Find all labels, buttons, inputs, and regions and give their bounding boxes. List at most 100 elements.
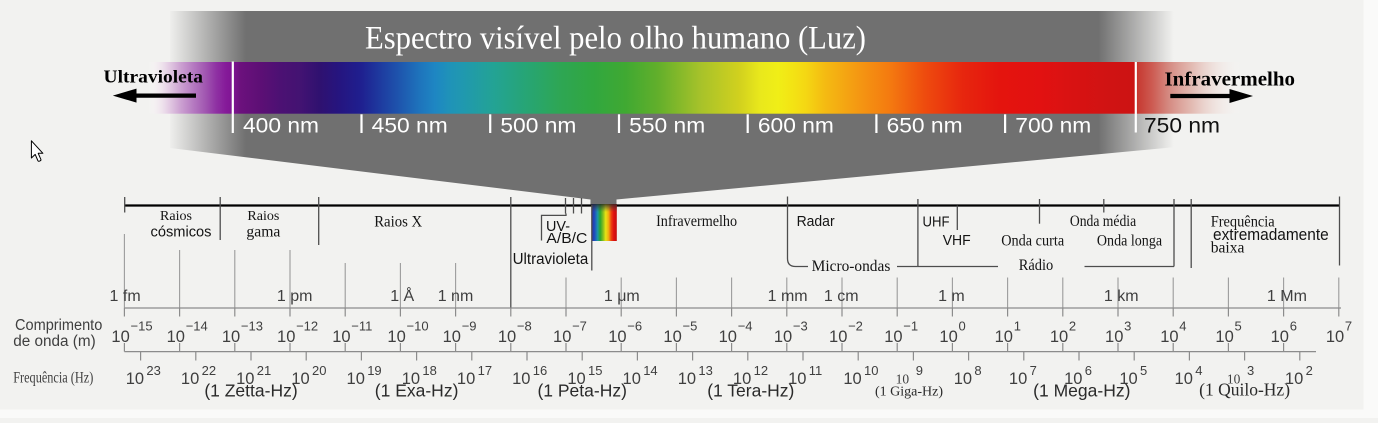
svg-text:10: 10 [498,328,516,346]
svg-text:1 nm: 1 nm [438,288,474,305]
svg-text:de onda (m): de onda (m) [13,333,96,350]
svg-text:Raios: Raios [160,208,192,223]
svg-text:550 nm: 550 nm [629,113,705,137]
svg-text:−2: −2 [848,318,863,333]
svg-text:10: 10 [181,370,199,388]
svg-text:Espectro visível pelo olho hum: Espectro visível pelo olho humano (Luz) [365,20,866,56]
svg-text:10: 10 [608,328,626,346]
svg-text:22: 22 [202,363,216,378]
svg-text:15: 15 [588,363,602,378]
svg-text:750 nm: 750 nm [1144,113,1220,137]
svg-text:Onda curta: Onda curta [1001,233,1064,250]
svg-text:23: 23 [146,363,160,378]
svg-text:−15: −15 [131,318,153,333]
svg-text:10: 10 [111,328,129,346]
svg-text:Frequência (Hz): Frequência (Hz) [13,369,93,386]
svg-text:6: 6 [1085,363,1092,378]
svg-text:UHF: UHF [923,214,950,231]
svg-text:(1 Zetta-Hz): (1 Zetta-Hz) [204,381,297,401]
svg-text:cósmicos: cósmicos [151,224,212,240]
svg-text:10: 10 [1050,328,1068,346]
svg-text:(1 Peta-Hz): (1 Peta-Hz) [537,381,626,401]
svg-text:(1 Mega-Hz): (1 Mega-Hz) [1033,381,1130,401]
svg-text:650 nm: 650 nm [887,113,963,137]
svg-text:4: 4 [1195,363,1202,378]
svg-text:Micro-ondas: Micro-ondas [812,258,891,275]
svg-text:1 μm: 1 μm [604,288,640,305]
svg-text:−7: −7 [572,318,587,333]
svg-text:10: 10 [939,328,957,346]
svg-text:6: 6 [1290,318,1297,333]
svg-text:10: 10 [457,370,475,388]
svg-text:baixa: baixa [1211,240,1245,257]
svg-text:2: 2 [1306,363,1313,378]
svg-text:Onda média: Onda média [1070,213,1136,230]
svg-text:1 pm: 1 pm [277,288,313,305]
svg-text:Ultravioleta: Ultravioleta [513,251,589,268]
svg-text:21: 21 [257,363,271,378]
svg-text:10: 10 [995,328,1013,346]
svg-text:−3: −3 [793,318,808,333]
svg-text:4: 4 [1179,318,1186,333]
svg-text:2: 2 [1069,318,1076,333]
svg-text:Rádio: Rádio [1019,257,1054,274]
svg-text:1 mm: 1 mm [768,288,808,305]
svg-text:1: 1 [1014,318,1021,333]
svg-text:(1 Tera-Hz): (1 Tera-Hz) [707,381,794,401]
svg-text:10: 10 [167,328,185,346]
svg-text:1 m: 1 m [938,288,965,305]
svg-text:10: 10 [843,370,861,388]
svg-text:8: 8 [974,363,981,378]
svg-text:−14: −14 [186,318,208,333]
svg-text:13: 13 [698,363,712,378]
svg-text:10: 10 [884,328,902,346]
svg-text:10: 10 [443,328,461,346]
svg-text:19: 19 [367,363,381,378]
svg-text:10: 10 [553,328,571,346]
svg-text:gama: gama [246,223,280,240]
svg-text:3: 3 [1247,363,1254,378]
svg-text:10: 10 [954,370,972,388]
svg-text:20: 20 [312,363,326,378]
svg-text:600 nm: 600 nm [758,113,834,137]
svg-text:1 cm: 1 cm [824,288,859,305]
svg-text:10: 10 [512,370,530,388]
svg-text:10: 10 [829,328,847,346]
svg-text:11: 11 [809,363,823,378]
svg-text:−1: −1 [903,318,918,333]
svg-text:−4: −4 [738,318,753,333]
svg-text:14: 14 [643,363,657,378]
svg-text:1 Å: 1 Å [390,286,414,305]
svg-text:16: 16 [533,363,547,378]
svg-text:10: 10 [126,370,144,388]
svg-text:Comprimento: Comprimento [15,317,102,334]
svg-text:−11: −11 [351,318,372,333]
svg-text:10: 10 [1326,328,1344,346]
svg-text:Onda longa: Onda longa [1097,233,1162,250]
svg-text:VHF: VHF [943,232,971,249]
svg-text:450 nm: 450 nm [372,113,448,137]
svg-text:10: 10 [678,370,696,388]
svg-text:700 nm: 700 nm [1015,113,1091,137]
svg-text:17: 17 [478,363,492,378]
svg-text:1 km: 1 km [1104,288,1139,305]
svg-text:10: 10 [663,328,681,346]
svg-text:Raios X: Raios X [374,214,422,231]
svg-text:10: 10 [1105,328,1123,346]
svg-text:−12: −12 [296,318,318,333]
svg-text:(1 Quilo-Hz): (1 Quilo-Hz) [1199,379,1290,399]
svg-text:5: 5 [1140,363,1147,378]
svg-text:Infravermelho: Infravermelho [656,213,737,230]
svg-text:−6: −6 [627,318,642,333]
svg-text:Radar: Radar [797,213,835,230]
svg-text:Raios: Raios [247,208,279,223]
svg-text:10: 10 [1160,328,1178,346]
svg-text:3: 3 [1124,318,1131,333]
svg-text:10: 10 [719,328,737,346]
svg-text:−8: −8 [517,318,532,333]
svg-text:12: 12 [754,363,768,378]
svg-text:7: 7 [1345,318,1352,333]
svg-text:10: 10 [864,363,878,378]
svg-text:10: 10 [1175,370,1193,388]
svg-text:−5: −5 [683,318,698,333]
